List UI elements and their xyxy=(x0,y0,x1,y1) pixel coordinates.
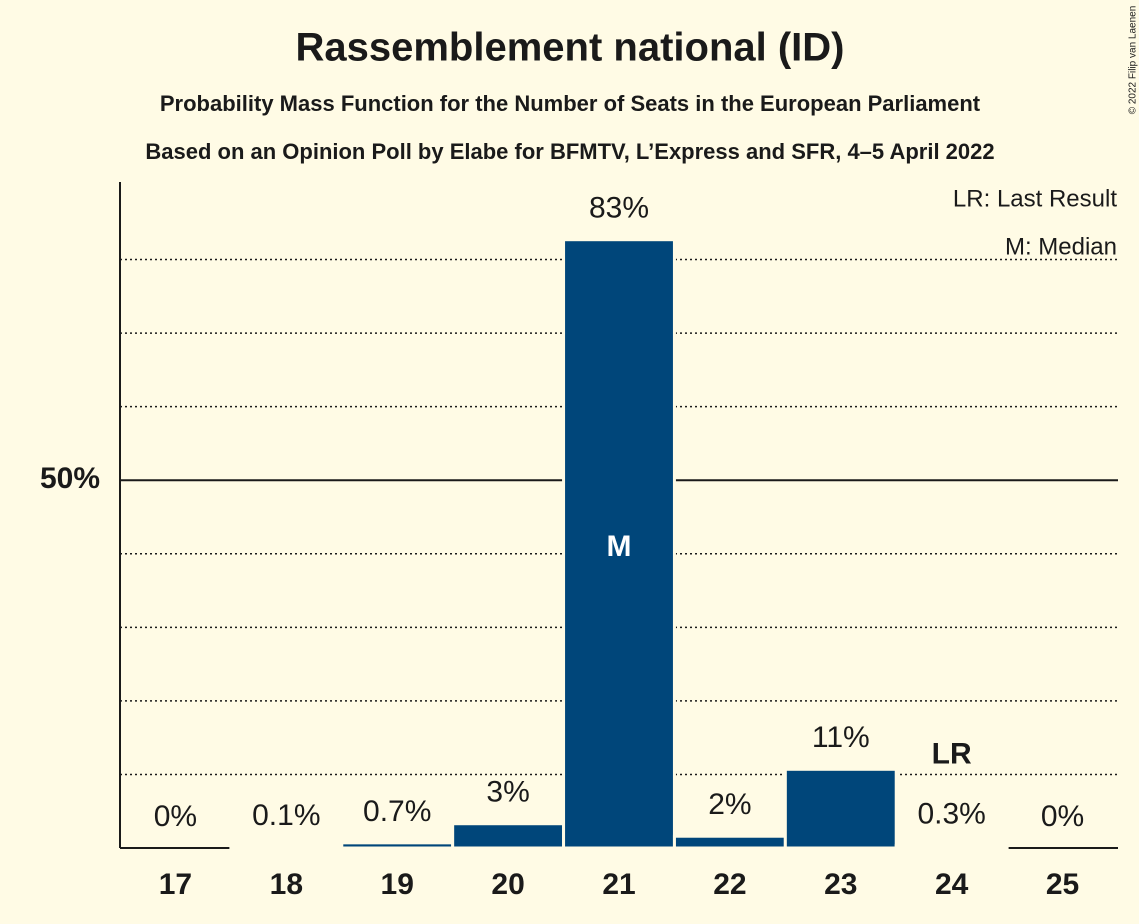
x-tick-label: 17 xyxy=(159,868,192,901)
median-marker: M xyxy=(607,530,632,563)
x-tick-label: 23 xyxy=(824,868,857,901)
x-tick-label: 24 xyxy=(935,868,969,901)
value-label: 0.3% xyxy=(917,798,985,831)
x-tick-label: 19 xyxy=(381,868,414,901)
x-tick-label: 21 xyxy=(602,868,635,901)
value-label: 0.7% xyxy=(363,795,431,828)
chart-subtitle: Based on an Opinion Poll by Elabe for BF… xyxy=(145,139,994,164)
y-tick-label: 50% xyxy=(40,462,100,495)
chart-subtitle: Probability Mass Function for the Number… xyxy=(160,91,981,116)
x-tick-label: 18 xyxy=(270,868,303,901)
value-label: 2% xyxy=(708,788,751,821)
legend-entry: LR: Last Result xyxy=(953,185,1117,212)
copyright: © 2022 Filip van Laenen xyxy=(1128,6,1139,115)
bar xyxy=(451,822,566,850)
bar xyxy=(894,844,1009,850)
value-label: 83% xyxy=(589,192,649,225)
x-tick-label: 20 xyxy=(491,868,524,901)
value-label: 0% xyxy=(1041,800,1084,833)
bar xyxy=(340,841,455,850)
value-label: 0.1% xyxy=(252,799,320,832)
value-label: 11% xyxy=(812,721,870,754)
x-tick-label: 22 xyxy=(713,868,746,901)
legend-entry: M: Median xyxy=(1005,233,1117,260)
chart-title: Rassemblement national (ID) xyxy=(295,26,844,70)
bar xyxy=(783,767,898,850)
value-label: 3% xyxy=(486,776,529,809)
x-tick-label: 25 xyxy=(1046,868,1079,901)
bar xyxy=(229,845,344,850)
bar xyxy=(672,834,787,850)
bar xyxy=(562,238,676,850)
value-label: 0% xyxy=(154,800,197,833)
last-result-marker: LR xyxy=(932,738,972,771)
